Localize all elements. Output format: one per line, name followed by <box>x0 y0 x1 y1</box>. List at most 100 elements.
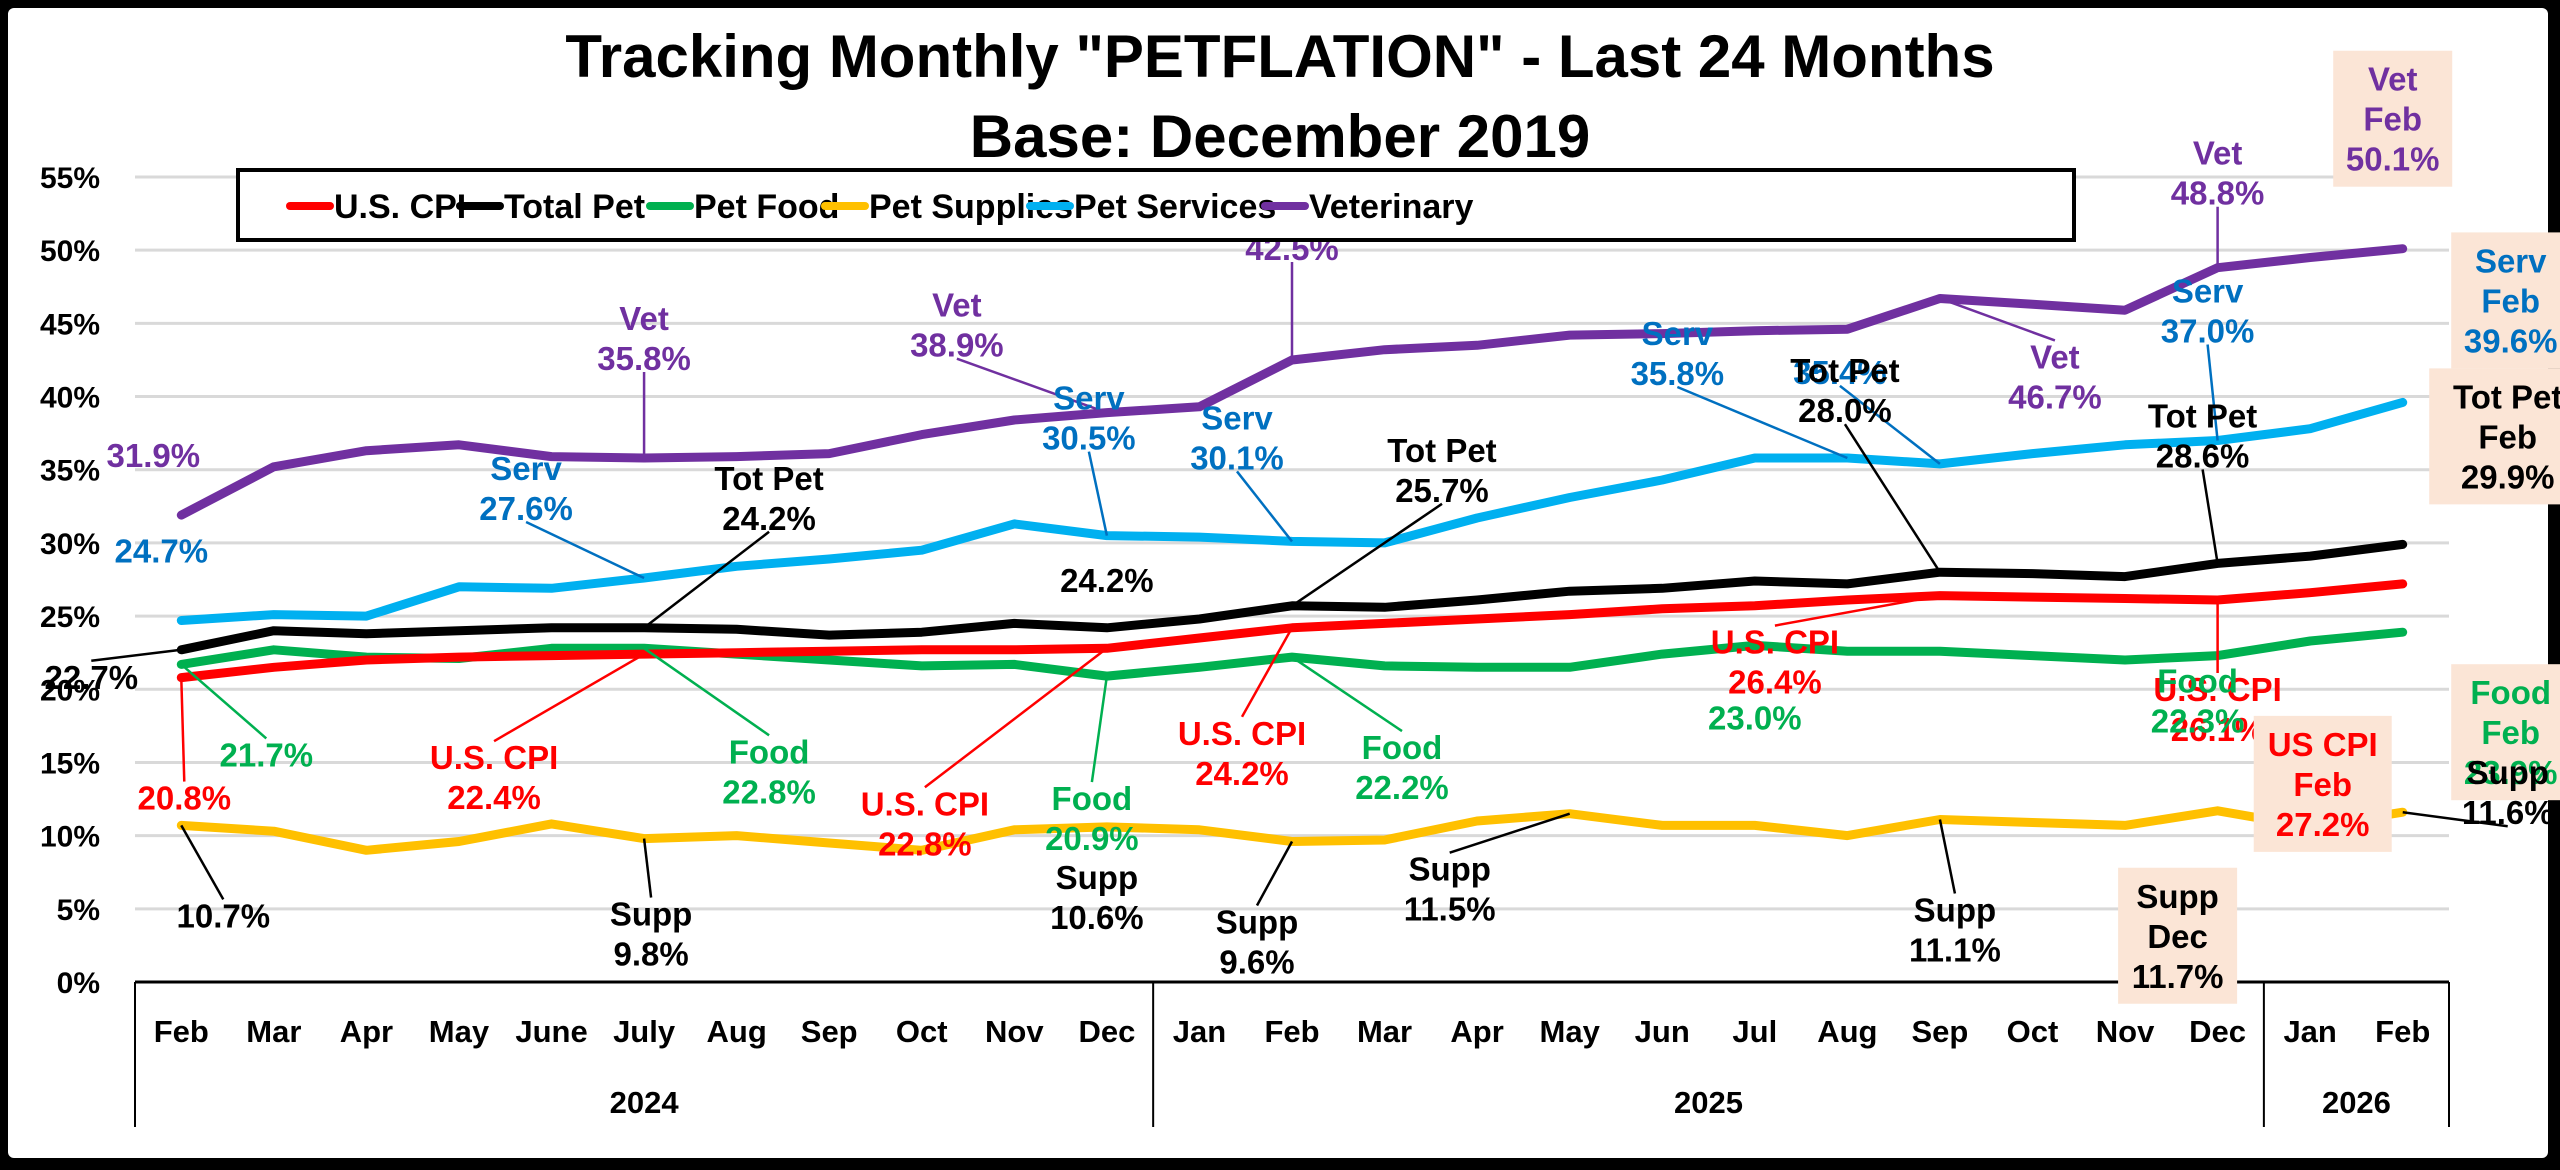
leader-line <box>1843 423 1941 573</box>
x-tick-label: Dec <box>2189 1014 2246 1049</box>
annotation-pet-supplies: 10.7% <box>176 824 270 934</box>
y-tick-label: 35% <box>40 455 100 488</box>
x-tick-label: May <box>1540 1014 1601 1049</box>
annotation-pet-services: 24.7% <box>114 532 208 569</box>
annotation-text: 11.5% <box>1404 891 1496 928</box>
legend-item-u-s-cpi[interactable]: U.S. CPI <box>286 188 466 226</box>
leader-line <box>1839 384 1941 465</box>
leader-line <box>1774 594 1941 627</box>
leader-line <box>2206 344 2219 441</box>
annotation-text: Supp <box>610 896 692 933</box>
annotation-total-pet: 22.7% <box>44 648 182 696</box>
annotation-text: 31.9% <box>106 437 200 474</box>
x-tick-label: Mar <box>1357 1014 1412 1049</box>
annotation-text: 35.8% <box>1631 355 1725 392</box>
x-tick-label: June <box>515 1014 587 1049</box>
annotation-text: Feb <box>2481 714 2540 751</box>
annotation-text: Feb <box>2481 282 2540 319</box>
annotation-text: 21.7% <box>219 736 313 773</box>
annotation-text: Tot Pet <box>1790 352 1899 389</box>
annotation-text: 22.7% <box>44 659 138 696</box>
annotation-text: Supp <box>1056 859 1138 896</box>
annotation-text: Supp <box>2466 754 2548 791</box>
annotation-text: 20.8% <box>137 780 231 817</box>
x-tick-label: Oct <box>2007 1014 2059 1049</box>
leader-line <box>1291 502 1443 607</box>
annotation-text: 22.2% <box>1355 769 1449 806</box>
annotation-text: 24.2% <box>722 500 816 537</box>
annotation-text: Serv <box>2172 272 2244 309</box>
y-tick-label: 10% <box>40 821 100 854</box>
annotation-text: Food <box>729 733 810 770</box>
leader-line <box>180 663 268 740</box>
annotation-text: Supp <box>2136 878 2218 915</box>
x-tick-label: Jul <box>1732 1014 1777 1049</box>
annotation-text: 26.1% <box>2171 711 2265 748</box>
legend-item-pet-services[interactable]: Pet Services <box>1026 188 1276 226</box>
x-tick-label: Nov <box>985 1014 1044 1049</box>
annotation-text: Serv <box>1201 399 1273 436</box>
x-tick-label: Mar <box>246 1014 301 1049</box>
y-tick-label: 0% <box>57 967 100 1000</box>
annotation-text: Serv <box>2475 242 2547 279</box>
annotation-veterinary: 31.9% <box>106 437 200 474</box>
annotation-pet-services: 35.4% <box>1793 354 1941 465</box>
legend: U.S. CPI Total Pet Pet Food Pet Supplies Pet… <box>236 168 2076 242</box>
annotation-text: Supp <box>1914 892 1996 929</box>
leader-line <box>956 357 1108 414</box>
annotation-text: Dec <box>2147 918 2208 955</box>
annotation-text: 38.9% <box>910 327 1004 364</box>
annotation-text: Vet <box>2368 61 2418 98</box>
annotation-text: Tot Pet <box>714 460 823 497</box>
x-axis: Feb Mar Apr May June July Aug Sep Oct Nov Dec Jan Fe… <box>134 980 2450 1127</box>
y-axis: 0% 5% 10% 15% 20% 25% 30% 35% 40% 45% 50% 55% <box>40 162 100 1000</box>
annotation-text: 23.9% <box>2464 754 2558 791</box>
leader-line <box>643 530 770 629</box>
annotation-text: 26.4% <box>1728 664 1822 701</box>
annotation-text: Supp <box>1216 903 1298 940</box>
annotation-text: Food <box>2470 674 2551 711</box>
annotation-total-pet: 24.2% <box>1060 562 1154 599</box>
y-tick-label: 20% <box>40 674 100 707</box>
annotation-text: Vet <box>932 287 982 324</box>
x-tick-label: Sep <box>801 1014 858 1049</box>
legend-item-total-pet[interactable]: Total Pet <box>456 188 645 226</box>
annotation-text: 22.3% <box>2151 703 2245 740</box>
leader-line <box>1676 385 1848 460</box>
annotation-text: Feb <box>2478 418 2537 455</box>
legend-label: Veterinary <box>1309 188 1474 226</box>
legend-item-veterinary[interactable]: Veterinary <box>1261 188 1474 226</box>
annotation-text: Feb <box>2293 766 2352 803</box>
legend-label: Pet Food <box>694 188 839 226</box>
chart-subtitle: Base: December 2019 <box>970 103 1590 170</box>
annotation-text: 24.2% <box>1060 562 1154 599</box>
legend-item-pet-food[interactable]: Pet Food <box>646 188 839 226</box>
annotation-text: 22.4% <box>447 779 541 816</box>
x-tick-label: Feb <box>154 1014 209 1049</box>
leader-line <box>643 647 770 737</box>
y-tick-label: 30% <box>40 528 100 561</box>
chart-title: Tracking Monthly "PETFLATION" - Last 24 … <box>565 23 1994 90</box>
legend-label: Total Pet <box>504 188 645 226</box>
legend-label: U.S. CPI <box>334 188 466 226</box>
x-tick-label: Feb <box>2375 1014 2430 1049</box>
annotation-text: 27.2% <box>2276 806 2370 843</box>
x-tick-label: Apr <box>1450 1014 1503 1049</box>
annotation-text: 27.6% <box>479 490 573 527</box>
annotation-text: U.S. CPI <box>861 785 989 822</box>
